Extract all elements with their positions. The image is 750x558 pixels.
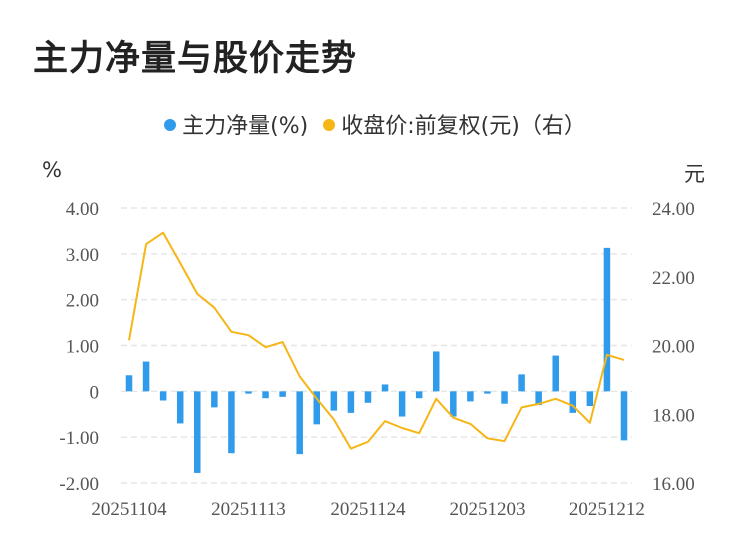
bar: [467, 391, 474, 402]
bar: [535, 391, 542, 406]
bar: [347, 391, 355, 413]
y-tick-left: 4.00: [66, 199, 99, 220]
bar: [381, 384, 389, 392]
legend-dot-net: [164, 119, 177, 131]
x-tick: 20251124: [330, 499, 406, 520]
legend-label-price: 收盘价:前复权(元)（右）: [341, 114, 586, 139]
legend-dot-price: [323, 119, 336, 131]
bar: [245, 391, 252, 394]
bar: [279, 391, 286, 397]
y-tick-left: 1.00: [66, 337, 99, 358]
bar: [432, 351, 440, 392]
bar: [228, 391, 235, 454]
bar: [211, 391, 218, 408]
chart-title: 主力净量与股价走势: [33, 39, 358, 79]
x-tick: 20251212: [569, 499, 645, 520]
legend-item-price[interactable]: 收盘价:前复权(元)（右）: [323, 108, 586, 140]
bar: [603, 247, 611, 392]
legend-label-net: 主力净量(%): [182, 114, 309, 139]
bar: [142, 361, 150, 392]
bar: [176, 391, 184, 424]
bar: [415, 391, 423, 399]
bar: [125, 375, 133, 392]
price-line: [128, 231, 625, 450]
y-tick-right: 16.00: [652, 474, 695, 495]
bar: [296, 391, 303, 455]
x-tick: 20251104: [91, 499, 167, 520]
y-tick-right: 20.00: [652, 337, 695, 358]
bar: [364, 391, 372, 403]
y-tick-left: -1.00: [59, 428, 99, 449]
bar: [450, 391, 457, 417]
bar: [194, 391, 201, 473]
legend: 主力净量(%) 收盘价:前复权(元)（右）: [0, 108, 750, 140]
left-axis-unit: %: [42, 158, 62, 182]
bar: [552, 355, 559, 392]
y-tick-left: -2.00: [59, 474, 99, 495]
y-tick-left: 0: [90, 382, 100, 403]
bar: [501, 391, 508, 404]
bar: [313, 391, 321, 425]
bar: [330, 391, 338, 411]
bar: [569, 391, 577, 413]
bar: [159, 391, 167, 401]
legend-item-net[interactable]: 主力净量(%): [164, 108, 308, 140]
y-tick-left: 2.00: [66, 291, 99, 312]
x-tick: 20251113: [211, 499, 286, 520]
bar: [586, 391, 594, 406]
right-axis-unit: 元: [684, 162, 705, 186]
y-tick-right: 24.00: [652, 199, 695, 220]
bar: [262, 391, 269, 399]
y-tick-right: 22.00: [652, 268, 695, 289]
bar: [620, 391, 628, 441]
y-tick-left: 3.00: [66, 245, 99, 266]
x-tick: 20251203: [449, 499, 525, 520]
y-tick-right: 18.00: [652, 405, 695, 426]
bar: [518, 374, 525, 392]
bar: [484, 391, 491, 394]
bar: [398, 391, 406, 417]
